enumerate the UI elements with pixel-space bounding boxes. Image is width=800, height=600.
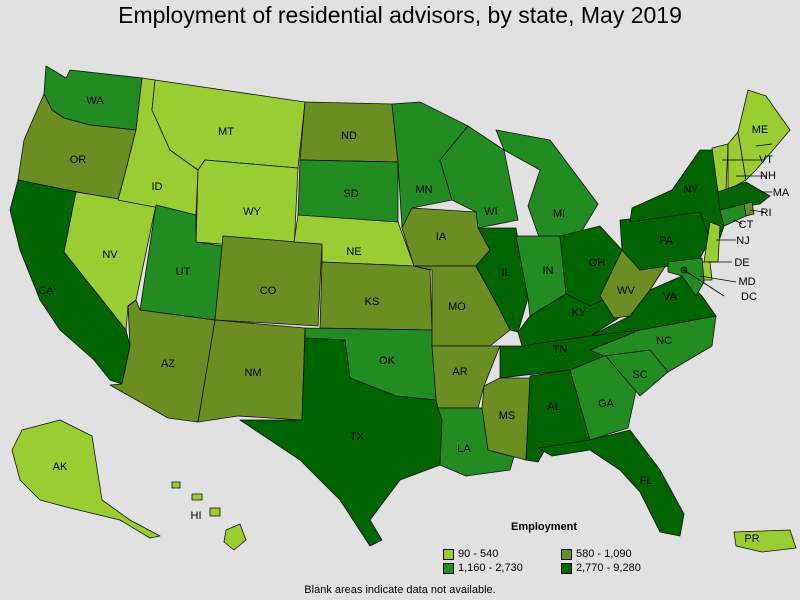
state-label-NY: NY	[683, 184, 699, 196]
state-label-ID: ID	[152, 181, 163, 193]
state-label-WY: WY	[243, 206, 261, 218]
state-label-SC: SC	[632, 369, 647, 381]
state-KS[interactable]	[319, 261, 433, 331]
state-label-PA: PA	[659, 235, 674, 247]
legend-item-0: 90 - 540	[443, 548, 498, 560]
state-label-MD: MD	[738, 276, 755, 288]
state-label-AZ: AZ	[161, 358, 175, 370]
state-label-WI: WI	[484, 206, 497, 218]
state-label-MN: MN	[415, 184, 432, 196]
state-label-IL: IL	[501, 267, 510, 279]
state-label-CO: CO	[260, 285, 277, 297]
state-label-WA: WA	[86, 95, 104, 107]
state-label-OR: OR	[70, 154, 87, 166]
footnote: Blank areas indicate data not available.	[304, 584, 496, 596]
state-label-CT: CT	[739, 219, 754, 231]
state-NY[interactable]	[629, 149, 727, 241]
state-label-PR: PR	[744, 533, 759, 545]
state-label-MO: MO	[448, 301, 466, 313]
state-label-TN: TN	[553, 344, 568, 356]
state-WI[interactable]	[439, 125, 519, 229]
legend-label-3: 2,770 - 9,280	[576, 562, 641, 574]
state-NM[interactable]	[197, 319, 306, 423]
legend-swatch-0	[443, 548, 454, 560]
state-CT[interactable]	[719, 203, 747, 227]
state-TX[interactable]	[239, 337, 443, 547]
legend: Employment 90 - 540 580 - 1,090 1,160 - …	[443, 521, 693, 576]
state-CO[interactable]	[214, 235, 323, 327]
state-label-ME: ME	[752, 124, 769, 136]
state-label-NJ: NJ	[736, 235, 749, 247]
legend-item-1: 580 - 1,090	[561, 548, 632, 560]
state-label-FL: FL	[640, 475, 653, 487]
state-label-OK: OK	[379, 355, 396, 367]
hi-island-maui	[209, 507, 221, 517]
legend-swatch-2	[443, 562, 454, 574]
leader-lines	[683, 143, 773, 297]
state-label-AK: AK	[53, 461, 68, 473]
territory-PR[interactable]	[733, 529, 797, 553]
hi-island-oahu	[191, 493, 203, 501]
state-label-NV: NV	[102, 249, 118, 261]
state-label-OH: OH	[589, 257, 606, 269]
state-label-NH: NH	[760, 170, 776, 182]
state-ME[interactable]	[737, 89, 791, 181]
state-label-HI: HI	[191, 510, 202, 522]
state-label-RI: RI	[761, 207, 772, 219]
state-MA[interactable]	[717, 181, 771, 211]
state-WY[interactable]	[195, 159, 299, 251]
legend-label-2: 1,160 - 2,730	[458, 562, 523, 574]
legend-item-2: 1,160 - 2,730	[443, 562, 523, 574]
legend-label-0: 90 - 540	[458, 548, 499, 560]
state-label-CA: CA	[38, 285, 54, 297]
state-label-KS: KS	[365, 296, 380, 308]
map-title: Employment of residential advisors, by s…	[118, 2, 682, 28]
state-label-ND: ND	[341, 130, 357, 142]
state-label-VT: VT	[759, 154, 773, 166]
state-label-NM: NM	[244, 367, 261, 379]
state-label-NC: NC	[656, 335, 672, 347]
state-HI-group[interactable]	[171, 481, 247, 551]
state-HI	[223, 523, 247, 551]
state-label-DE: DE	[734, 257, 749, 269]
state-label-MT: MT	[218, 126, 234, 138]
state-label-UT: UT	[176, 266, 191, 278]
state-label-NE: NE	[346, 246, 361, 258]
legend-label-1: 580 - 1,090	[576, 548, 632, 560]
state-label-LA: LA	[457, 443, 471, 455]
state-label-TX: TX	[350, 431, 365, 443]
legend-swatch-3	[561, 562, 572, 574]
legend-item-3: 2,770 - 9,280	[561, 562, 641, 574]
hi-island-kauai	[171, 481, 181, 489]
state-label-WV: WV	[617, 285, 635, 297]
state-label-VA: VA	[663, 291, 678, 303]
state-label-DC: DC	[741, 291, 757, 303]
state-label-GA: GA	[598, 398, 615, 410]
state-label-MI: MI	[553, 208, 565, 220]
state-label-IN: IN	[543, 265, 554, 277]
legend-swatch-1	[561, 548, 572, 560]
state-label-MA: MA	[773, 187, 790, 199]
state-label-KY: KY	[572, 307, 587, 319]
state-FL[interactable]	[537, 429, 685, 537]
state-MD[interactable]	[667, 257, 705, 297]
legend-title: Employment	[511, 521, 578, 533]
state-label-MS: MS	[499, 410, 516, 422]
state-label-IA: IA	[436, 231, 447, 243]
state-AK[interactable]	[11, 419, 161, 539]
state-label-SD: SD	[343, 188, 358, 200]
state-label-AL: AL	[547, 401, 560, 413]
state-label-AR: AR	[452, 366, 467, 378]
